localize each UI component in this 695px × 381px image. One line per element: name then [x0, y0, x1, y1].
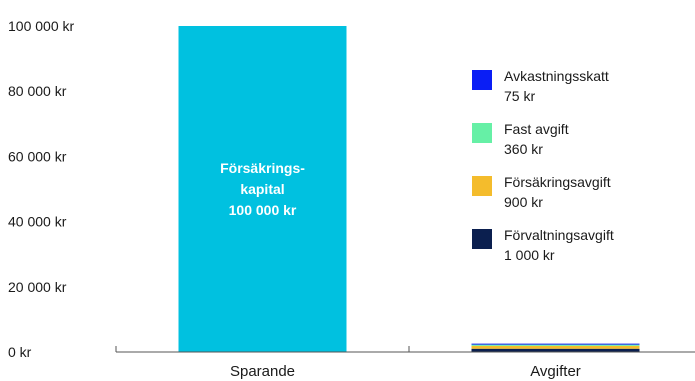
legend-item-fast-avgift: Fast avgift 360 kr	[472, 119, 687, 159]
bar-label: kapital	[240, 181, 284, 197]
legend-amount: 1 000 kr	[504, 247, 555, 263]
bar-label: 100 000 kr	[229, 202, 297, 218]
legend-label: Försäkringsavgift	[504, 174, 611, 190]
legend-amount: 75 kr	[504, 88, 536, 104]
legend-item-avkastningsskatt: Avkastningsskatt 75 kr	[472, 66, 687, 106]
legend-swatch	[472, 70, 492, 90]
bar-segment	[178, 26, 347, 352]
y-tick-label: 40 000 kr	[8, 214, 67, 230]
legend-item-forvaltningsavgift: Förvaltningsavgift 1 000 kr	[472, 225, 687, 265]
bar-segment	[471, 345, 640, 349]
legend-swatch	[472, 176, 492, 196]
bar-segment	[471, 348, 640, 352]
legend-label: Förvaltningsavgift	[504, 227, 614, 243]
legend-item-forsakringsavgift: Försäkringsavgift 900 kr	[472, 172, 687, 212]
legend-amount: 900 kr	[504, 194, 543, 210]
y-tick-label: 80 000 kr	[8, 83, 67, 99]
y-tick-label: 0 kr	[8, 344, 32, 360]
y-tick-label: 60 000 kr	[8, 148, 67, 164]
legend-swatch	[472, 229, 492, 249]
legend-swatch	[472, 123, 492, 143]
legend-amount: 360 kr	[504, 141, 543, 157]
legend-label: Fast avgift	[504, 121, 569, 137]
bar-segment	[471, 343, 640, 345]
y-tick-label: 100 000 kr	[8, 18, 74, 34]
x-tick-label: Sparande	[230, 363, 295, 380]
x-tick-label: Avgifter	[530, 363, 581, 380]
bar-label: Försäkrings-	[220, 160, 305, 176]
legend-label: Avkastningsskatt	[504, 68, 609, 84]
y-tick-label: 20 000 kr	[8, 279, 67, 295]
legend: Avkastningsskatt 75 kr Fast avgift 360 k…	[472, 66, 687, 278]
bar-segment	[471, 344, 640, 346]
